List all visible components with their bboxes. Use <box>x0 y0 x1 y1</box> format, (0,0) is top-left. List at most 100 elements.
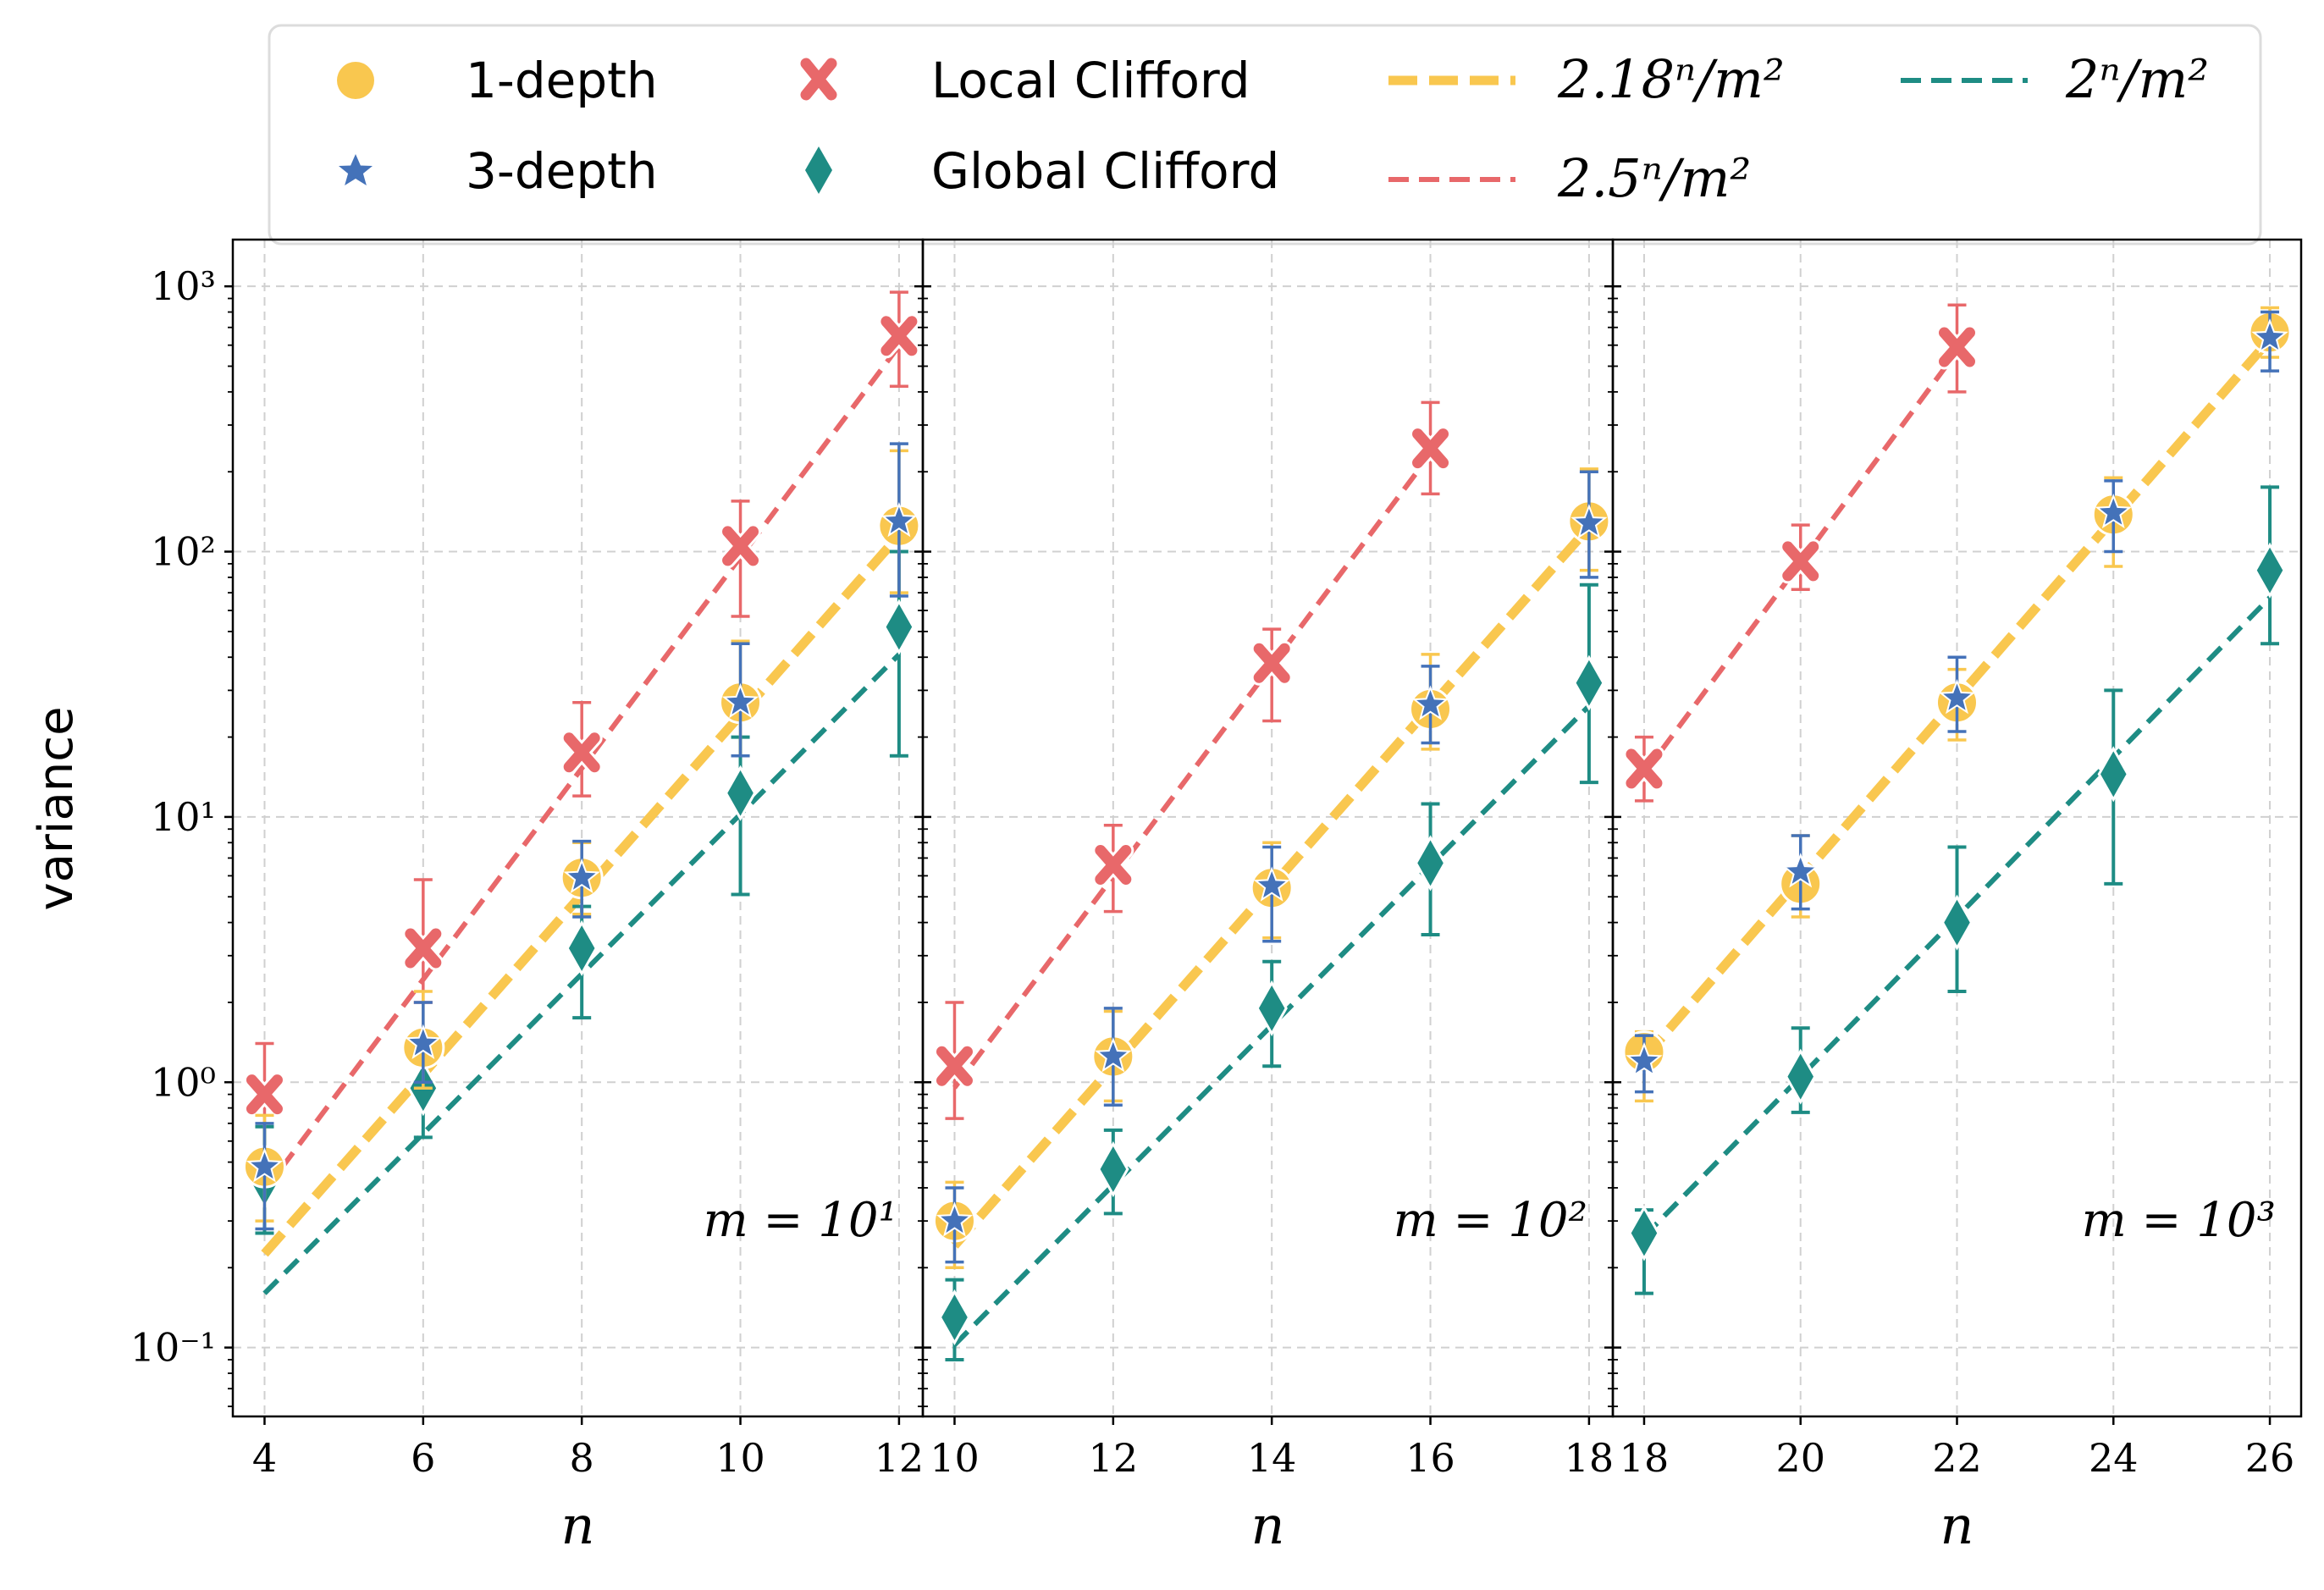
y-ticks <box>1604 284 1621 1408</box>
marker-star <box>405 1024 442 1059</box>
legend-label-fit-2-5: 2.5ⁿ/m² <box>1557 147 1751 209</box>
x-ticks: 18 20 22 24 26 <box>1620 1416 2295 1481</box>
x-ticks: 4 6 8 10 12 <box>252 1416 924 1481</box>
series-3-depth <box>1626 310 2288 1094</box>
marker-x <box>1626 748 1663 789</box>
series-local-clifford <box>1623 303 1978 803</box>
legend-item-local-clifford: Local Clifford <box>800 52 1250 109</box>
marker-diamond <box>1097 1140 1129 1198</box>
marker-star <box>563 858 600 894</box>
legend-label-local-clifford: Local Clifford <box>931 52 1250 109</box>
x-tick-label: 10 <box>930 1435 980 1481</box>
x-tick-label: 10 <box>715 1435 765 1481</box>
x-tick-label: 8 <box>570 1435 594 1481</box>
x-tick-label: 6 <box>411 1435 435 1481</box>
series-global-clifford <box>938 582 1605 1361</box>
legend-item-global-clifford: Global Clifford <box>805 142 1279 200</box>
x-tick-label: 12 <box>1089 1435 1139 1481</box>
marker-diamond <box>1573 654 1605 711</box>
marker-x <box>405 928 442 969</box>
series-local-clifford <box>243 290 920 1153</box>
panel-annotation: m = 10¹ <box>704 1193 897 1248</box>
legend-label-3-depth: 3-depth <box>466 142 658 200</box>
y-tick-label: 10² <box>151 529 216 575</box>
legend-item-3-depth: 3-depth <box>339 142 658 200</box>
marker-star <box>936 1201 974 1237</box>
legend-label-fit-2: 2ⁿ/m² <box>2065 48 2209 110</box>
marker-star <box>721 682 759 719</box>
legend-marker-circle <box>337 62 374 99</box>
marker-diamond <box>1628 1205 1660 1262</box>
marker-star <box>1411 685 1449 720</box>
legend-frame <box>268 24 2262 246</box>
marker-x <box>1253 643 1290 683</box>
marker-diamond <box>1940 894 1973 951</box>
x-tick-label: 16 <box>1405 1435 1455 1481</box>
y-tick-label: 10¹ <box>151 794 216 840</box>
x-axis-label: n <box>1251 1494 1285 1556</box>
marker-x <box>246 1074 283 1115</box>
y-ticks <box>914 284 931 1408</box>
x-tick-label: 22 <box>1932 1435 1982 1481</box>
panel-m-10-2: 10 12 14 16 18 n m = 10² <box>914 238 1615 1556</box>
marker-x <box>880 316 918 356</box>
marker-star <box>880 501 918 538</box>
legend-item-1-depth: 1-depth <box>337 52 658 109</box>
x-tick-label: 18 <box>1565 1435 1615 1481</box>
marker-x <box>563 732 600 773</box>
marker-diamond <box>1414 835 1447 892</box>
marker-diamond <box>1785 1048 1817 1105</box>
marker-diamond <box>724 765 757 821</box>
marker-x <box>1095 844 1132 885</box>
marker-diamond <box>938 1289 971 1345</box>
x-axis-label: n <box>561 1494 595 1556</box>
legend-marker-x <box>800 58 837 101</box>
panel-m-10-1: 4 6 8 10 12 10⁻¹ 10⁰ 10¹ 10² 10³ n m = 10¹ <box>130 238 925 1556</box>
x-tick-label: 24 <box>2089 1435 2139 1481</box>
legend-label-global-clifford: Global Clifford <box>931 142 1279 200</box>
legend-label-1-depth: 1-depth <box>466 52 658 109</box>
marker-x <box>722 526 759 566</box>
legend-marker-diamond <box>805 146 832 194</box>
marker-star <box>1253 866 1290 902</box>
x-tick-label: 18 <box>1620 1435 1670 1481</box>
panel-annotation: m = 10² <box>1394 1193 1587 1248</box>
x-tick-label: 20 <box>1775 1435 1825 1481</box>
legend: 1-depth 3-depth Local Clifford Global Cl… <box>268 24 2262 246</box>
y-tick-label: 10⁰ <box>151 1059 216 1105</box>
legend-item-fit-2: 2ⁿ/m² <box>1901 48 2209 110</box>
marker-diamond <box>2254 542 2286 599</box>
legend-item-fit-2-5: 2.5ⁿ/m² <box>1388 147 1751 209</box>
marker-x <box>1782 541 1819 582</box>
y-ticks: 10⁻¹ 10⁰ 10¹ 10² 10³ <box>130 263 233 1408</box>
marker-star <box>1095 1037 1132 1073</box>
x-tick-label: 4 <box>252 1435 277 1481</box>
series-3-depth <box>936 470 1608 1264</box>
x-ticks: 10 12 14 16 18 <box>930 1416 1614 1481</box>
y-tick-label: 10³ <box>151 263 216 309</box>
x-tick-label: 26 <box>2245 1435 2295 1481</box>
series-3-depth <box>246 442 918 1231</box>
marker-star <box>1938 678 1976 715</box>
y-tick-label: 10⁻¹ <box>130 1325 216 1371</box>
legend-label-fit-2-18: 2.18ⁿ/m² <box>1557 48 1785 110</box>
x-tick-label: 14 <box>1247 1435 1297 1481</box>
marker-star <box>2095 493 2132 529</box>
marker-diamond <box>2097 746 2129 803</box>
marker-star <box>2251 318 2288 354</box>
fit-line-2-5 <box>952 452 1432 1090</box>
marker-star <box>1626 1041 1663 1077</box>
marker-diamond <box>883 599 915 655</box>
marker-star <box>246 1147 284 1183</box>
panel-annotation: m = 10³ <box>2082 1193 2276 1248</box>
y-axis-label: variance <box>29 706 84 910</box>
legend-item-fit-2-18: 2.18ⁿ/m² <box>1388 48 1785 110</box>
marker-x <box>1939 327 1975 367</box>
marker-star <box>1570 504 1608 539</box>
marker-star <box>1782 853 1819 888</box>
legend-marker-star <box>339 154 373 185</box>
marker-diamond <box>1256 980 1288 1036</box>
x-tick-label: 12 <box>875 1435 925 1481</box>
series-global-clifford <box>1628 485 2286 1295</box>
